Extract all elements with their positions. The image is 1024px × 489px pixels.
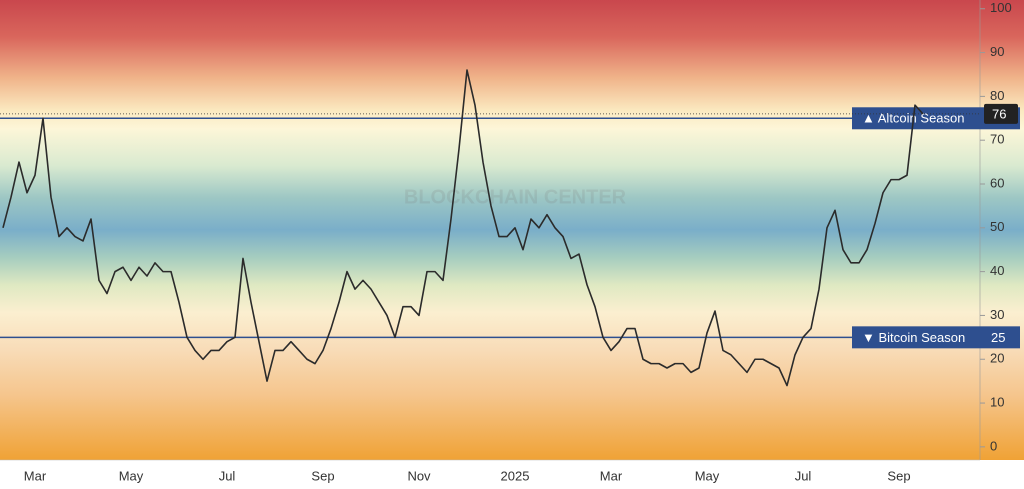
x-tick-label: 2025 bbox=[501, 468, 530, 483]
watermark: BLOCKCHAIN CENTER bbox=[404, 186, 627, 208]
reference-badge bbox=[852, 326, 984, 349]
y-tick-label: 30 bbox=[990, 307, 1004, 322]
x-tick-label: Sep bbox=[311, 468, 334, 483]
y-tick-label: 100 bbox=[990, 0, 1012, 15]
x-tick-label: May bbox=[695, 468, 720, 483]
x-tick-label: Jul bbox=[795, 468, 812, 483]
reference-badge bbox=[852, 107, 984, 130]
current-value-badge bbox=[984, 103, 1018, 124]
reference-label: ▼ Bitcoin Season bbox=[862, 330, 965, 345]
y-tick-label: 10 bbox=[990, 394, 1004, 409]
x-tick-label: Jul bbox=[219, 468, 236, 483]
x-tick-label: Nov bbox=[407, 468, 431, 483]
y-tick-label: 60 bbox=[990, 175, 1004, 190]
x-tick-label: Mar bbox=[24, 468, 47, 483]
y-tick-label: 90 bbox=[990, 44, 1004, 59]
x-tick-label: May bbox=[119, 468, 144, 483]
reference-value: 25 bbox=[991, 330, 1005, 345]
y-tick-label: 70 bbox=[990, 132, 1004, 147]
y-tick-label: 40 bbox=[990, 263, 1004, 278]
current-value-label: 76 bbox=[992, 106, 1006, 121]
y-tick-label: 80 bbox=[990, 88, 1004, 103]
y-tick-label: 0 bbox=[990, 438, 997, 453]
data-line bbox=[2, 69, 924, 387]
y-tick-label: 20 bbox=[990, 351, 1004, 366]
x-tick-label: Sep bbox=[887, 468, 910, 483]
x-tick-label: Mar bbox=[600, 468, 623, 483]
reference-value-badge bbox=[984, 326, 1020, 349]
y-tick-label: 50 bbox=[990, 219, 1004, 234]
